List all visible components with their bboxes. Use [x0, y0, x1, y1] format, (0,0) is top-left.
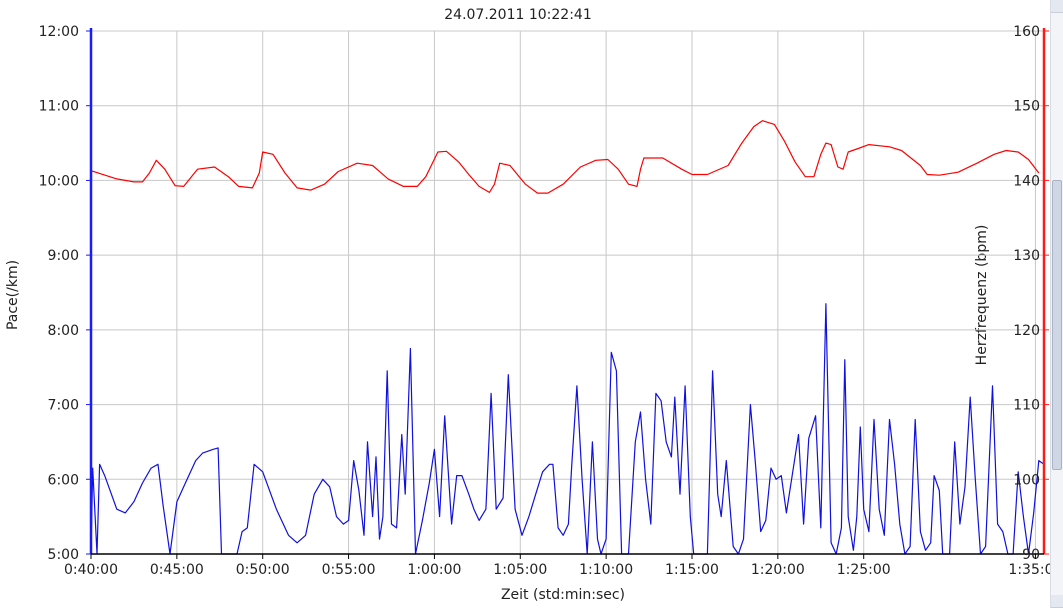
- y-right-tick-label: 100: [1013, 472, 1040, 488]
- chart-title: 24.07.2011 10:22:41: [444, 7, 592, 23]
- y-left-tick-label: 11:00: [39, 99, 79, 115]
- scroll-thumb[interactable]: [1052, 180, 1062, 470]
- y-left-tick-label: 10:00: [39, 173, 79, 189]
- x-tick-label: 0:45:00: [150, 562, 204, 578]
- y-left-tick-label: 6:00: [48, 472, 79, 488]
- x-tick-label: 0:40:00: [64, 562, 118, 578]
- x-tick-label: 1:00:00: [407, 562, 461, 578]
- y-right-tick-label: 160: [1013, 24, 1040, 40]
- x-tick-label: 0:50:00: [236, 562, 290, 578]
- x-tick-label: 1:25:00: [837, 562, 891, 578]
- x-tick-label: 1:05:00: [493, 562, 547, 578]
- y-right-tick-label: 110: [1013, 398, 1040, 414]
- y-left-tick-label: 12:00: [39, 24, 79, 40]
- scroll-down-button[interactable]: [1051, 595, 1063, 608]
- y-right-tick-label: 130: [1013, 248, 1040, 264]
- y-left-tick-label: 9:00: [48, 248, 79, 264]
- y-right-tick-label: 150: [1013, 99, 1040, 115]
- y-right-tick-label: 90: [1022, 547, 1040, 563]
- x-tick-label: 1:15:00: [665, 562, 719, 578]
- x-axis-title: Zeit (std:min:sec): [501, 587, 625, 603]
- x-tick-label: 0:55:00: [322, 562, 376, 578]
- scroll-up-button[interactable]: [1051, 0, 1063, 13]
- y-right-tick-label: 120: [1013, 323, 1040, 339]
- x-tick-label: 1:35:00: [1008, 562, 1062, 578]
- y-left-tick-label: 7:00: [48, 398, 79, 414]
- gridlines: [90, 30, 1044, 555]
- x-tick-label: 1:10:00: [579, 562, 633, 578]
- y-right-tick-label: 140: [1013, 173, 1040, 189]
- y-left-axis-title: Pace(/km): [5, 260, 21, 330]
- vertical-scrollbar[interactable]: [1050, 0, 1063, 608]
- heart-rate-line: [90, 120, 1040, 194]
- y-right-axis-title: Herzfrequenz (bpm): [974, 225, 990, 366]
- y-left-tick-label: 8:00: [48, 323, 79, 339]
- x-tick-label: 1:20:00: [751, 562, 805, 578]
- pace-line: [90, 303, 1045, 555]
- y-left-tick-label: 5:00: [48, 547, 79, 563]
